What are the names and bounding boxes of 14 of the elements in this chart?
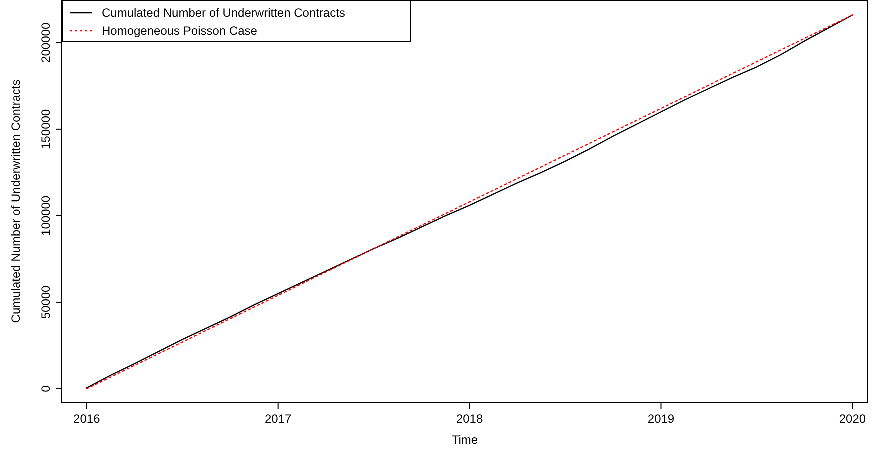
x-tick-label: 2018: [456, 412, 484, 426]
y-tick-label: 0: [39, 385, 53, 392]
legend-label: Homogeneous Poisson Case: [102, 24, 258, 38]
x-axis-title: Time: [452, 433, 478, 447]
x-tick-label: 2016: [74, 412, 101, 426]
legend-label: Cumulated Number of Underwritten Contracts: [102, 6, 346, 20]
x-tick-label: 2017: [264, 412, 292, 426]
y-tick-label: 150000: [39, 109, 53, 150]
y-tick-label: 200000: [39, 22, 53, 63]
y-tick-label: 100000: [39, 196, 53, 236]
x-tick-label: 2020: [839, 412, 866, 426]
y-axis-title: Cumulated Number of Underwritten Contracts: [9, 80, 23, 324]
y-tick-label: 50000: [39, 285, 53, 320]
x-tick-label: 2019: [648, 412, 675, 426]
